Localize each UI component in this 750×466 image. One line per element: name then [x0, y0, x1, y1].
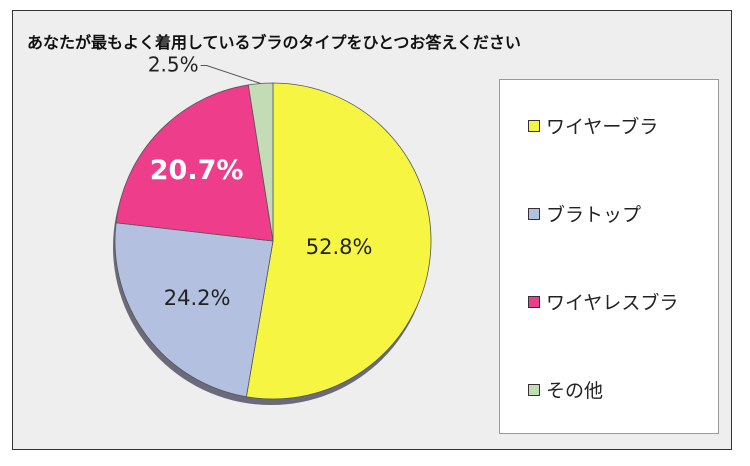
legend-label: ブラトップ [546, 204, 642, 226]
slice-value-label: 20.7% [150, 155, 244, 186]
legend-label: その他 [546, 380, 604, 402]
pie-chart: 52.8% 24.2% 20.7% 2.5% [113, 52, 432, 405]
legend-item: ワイヤレスブラ [528, 288, 678, 315]
chart-frame: あなたが最もよく着用しているブラのタイプをひとつお答えください 52.8% 24.… [12, 10, 732, 450]
slice-value-label: 52.8% [306, 235, 373, 259]
legend-swatch [528, 119, 540, 132]
legend-swatch [528, 383, 540, 396]
leader-line [200, 64, 261, 84]
legend-swatch [528, 295, 540, 308]
legend-label: ワイヤーブラ [546, 116, 659, 138]
pie-slice [114, 222, 274, 398]
pie-slice [245, 82, 432, 400]
pie-slice [115, 84, 274, 242]
legend: ワイヤーブラ ブラトップ ワイヤレスブラ その他 [499, 79, 719, 434]
slice-value-label: 2.5% [148, 52, 199, 76]
legend-item: その他 [528, 376, 603, 403]
legend-label: ワイヤレスブラ [546, 292, 679, 314]
legend-item: ブラトップ [528, 200, 641, 227]
chart-title: あなたが最もよく着用しているブラのタイプをひとつお答えください [27, 33, 521, 52]
legend-item: ワイヤーブラ [528, 112, 658, 139]
slice-value-label: 24.2% [164, 286, 231, 310]
legend-swatch [528, 207, 540, 220]
